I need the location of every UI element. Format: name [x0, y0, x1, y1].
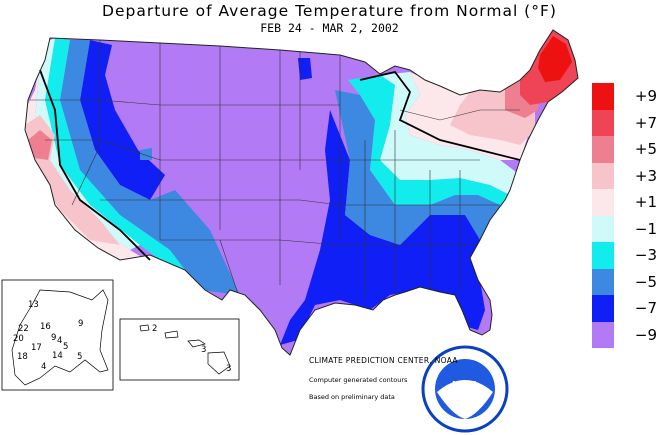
legend-item: +7: [592, 109, 658, 136]
zero-contour-lines: [39, 69, 521, 261]
legend-label: −9: [634, 325, 657, 344]
legend-swatch: [592, 109, 614, 136]
legend-item: +3: [592, 162, 658, 189]
noaa-logo-text: NOAA: [452, 380, 478, 389]
svg-text:5: 5: [77, 352, 82, 362]
svg-text:9: 9: [78, 319, 83, 329]
legend-label: +1: [634, 193, 657, 211]
legend-label: −5: [634, 272, 657, 291]
credit-contours-note: Computer generated contours: [309, 376, 408, 384]
state-borders: [30, 39, 520, 301]
zone-east-minus7: [280, 110, 485, 345]
zone-east-minus1: [380, 72, 520, 195]
map-date-range: FEB 24 - MAR 2, 2002: [260, 21, 399, 35]
us-outline: [24, 29, 579, 356]
svg-text:2: 2: [152, 324, 157, 334]
svg-text:5: 5: [63, 342, 68, 352]
legend-swatch: [592, 162, 614, 189]
legend-item: −5: [592, 268, 658, 295]
legend-item: −3: [592, 242, 658, 269]
legend-swatch: [592, 215, 614, 242]
color-legend: +9 +7 +5 +3 +1 −1 −3 −5 −7 −9: [592, 83, 658, 348]
legend-label: +3: [634, 166, 657, 185]
zone-west-plus5: [28, 130, 52, 160]
legend-item: +5: [592, 136, 658, 163]
hawaii-inset: 2 3 3: [119, 318, 240, 381]
noaa-logo: NOAA: [421, 345, 509, 433]
legend-swatch: [592, 295, 614, 322]
svg-text:14: 14: [52, 351, 63, 361]
zone-west-minus3: [45, 38, 200, 290]
legend-swatch: [592, 242, 614, 269]
credit-data-note: Based on preliminary data: [309, 393, 395, 401]
legend-item: −7: [592, 295, 658, 322]
zone-east-minus3: [348, 75, 510, 205]
map-title: Departure of Average Temperature from No…: [102, 2, 557, 20]
legend-label: −3: [634, 246, 657, 264]
svg-text:3: 3: [201, 345, 206, 355]
legend-swatch: [592, 189, 614, 216]
zone-east-minus5: [335, 90, 505, 250]
alaska-inset: 13 9 22 16 9 20 18 17 4 4 5 5 14: [1, 279, 114, 391]
legend-item: −1: [592, 215, 658, 242]
legend-swatch: [592, 136, 614, 163]
legend-swatch: [592, 83, 614, 110]
legend-swatch: [592, 321, 614, 348]
alaska-outline: [11, 289, 109, 386]
legend-item: −9: [592, 321, 658, 348]
zone-east-plus9: [538, 36, 572, 82]
legend-label: −7: [634, 299, 657, 317]
svg-text:4: 4: [41, 362, 46, 372]
svg-text:22: 22: [18, 324, 29, 334]
zone-mn-minus7: [298, 58, 312, 80]
legend-item: +9: [592, 83, 658, 110]
legend-swatch: [592, 268, 614, 295]
svg-text:13: 13: [28, 300, 39, 310]
svg-text:20: 20: [13, 334, 24, 344]
legend-label: −1: [634, 219, 657, 238]
legend-label: +5: [634, 140, 657, 158]
svg-text:3: 3: [226, 364, 231, 374]
legend-label: +9: [634, 87, 657, 105]
svg-text:4: 4: [57, 336, 62, 346]
legend-label: +7: [634, 113, 657, 132]
legend-item: +1: [592, 189, 658, 216]
svg-text:16: 16: [40, 322, 51, 332]
svg-text:18: 18: [17, 352, 28, 362]
svg-text:17: 17: [31, 343, 42, 353]
svg-text:9: 9: [51, 333, 56, 343]
zone-west-minus5: [60, 40, 240, 295]
credit-center: CLIMATE PREDICTION CENTER, NOAA: [309, 356, 458, 365]
zone-co-minus5: [140, 148, 152, 160]
